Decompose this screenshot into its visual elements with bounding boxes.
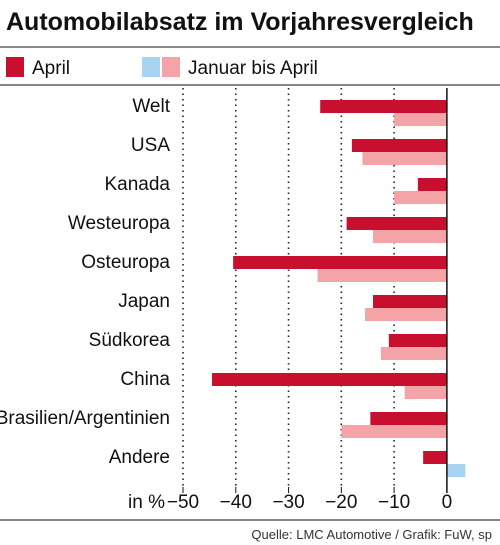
x-tick-label: −50 (167, 492, 199, 513)
bar-januar-bis-april (394, 113, 447, 126)
bar-april (346, 217, 447, 230)
bar-januar-bis-april (317, 269, 447, 282)
legend: April Januar bis April (6, 57, 318, 79)
x-tick-label: −30 (272, 492, 304, 513)
category-label: Kanada (104, 174, 170, 195)
legend-label-jan-apr: Januar bis April (188, 58, 318, 79)
bar-januar-bis-april (446, 464, 466, 477)
bar-januar-bis-april (365, 308, 447, 321)
bar-april (320, 100, 447, 113)
legend-swatch-jan-apr-positive (142, 57, 160, 77)
x-axis-label: in % (128, 492, 165, 513)
bar-januar-bis-april (380, 347, 447, 360)
bars (212, 100, 466, 477)
bar-april (423, 451, 447, 464)
x-tick-label: −20 (325, 492, 357, 513)
category-label: China (120, 369, 170, 390)
x-axis: in % −50 −40 −30 −20 −10 0 (128, 487, 452, 513)
bar-april (212, 373, 447, 386)
category-label: Japan (118, 291, 170, 312)
legend-swatch-april (6, 57, 24, 77)
chart-title: Automobilabsatz im Vorjahresvergleich (6, 8, 474, 36)
category-label: Welt (132, 96, 170, 117)
bar-april (370, 412, 447, 425)
x-tick-label: 0 (442, 492, 453, 513)
legend-label-april: April (32, 58, 70, 79)
bar-april (417, 178, 447, 191)
legend-swatch-jan-apr-negative (162, 57, 180, 77)
bar-januar-bis-april (362, 152, 447, 165)
category-label: Westeuropa (68, 213, 171, 234)
x-tick-label: −10 (378, 492, 410, 513)
category-label: Südkorea (89, 330, 171, 351)
bar-april (373, 295, 447, 308)
bar-april (351, 139, 447, 152)
category-labels: Welt USA Kanada Westeuropa Osteuropa Japan Süd… (0, 96, 171, 468)
bar-april (233, 256, 447, 269)
category-label: Brasilien/Argentinien (0, 408, 170, 429)
category-label: Osteuropa (81, 252, 170, 273)
bar-januar-bis-april (394, 191, 447, 204)
source-note: Quelle: LMC Automotive / Grafik: FuW, sp (251, 527, 492, 542)
category-label: Andere (109, 447, 170, 468)
x-tick-label: −40 (220, 492, 252, 513)
bar-januar-bis-april (404, 386, 447, 399)
bar-januar-bis-april (373, 230, 447, 243)
bar-januar-bis-april (341, 425, 447, 438)
bar-april (388, 334, 447, 347)
category-label: USA (131, 135, 170, 156)
